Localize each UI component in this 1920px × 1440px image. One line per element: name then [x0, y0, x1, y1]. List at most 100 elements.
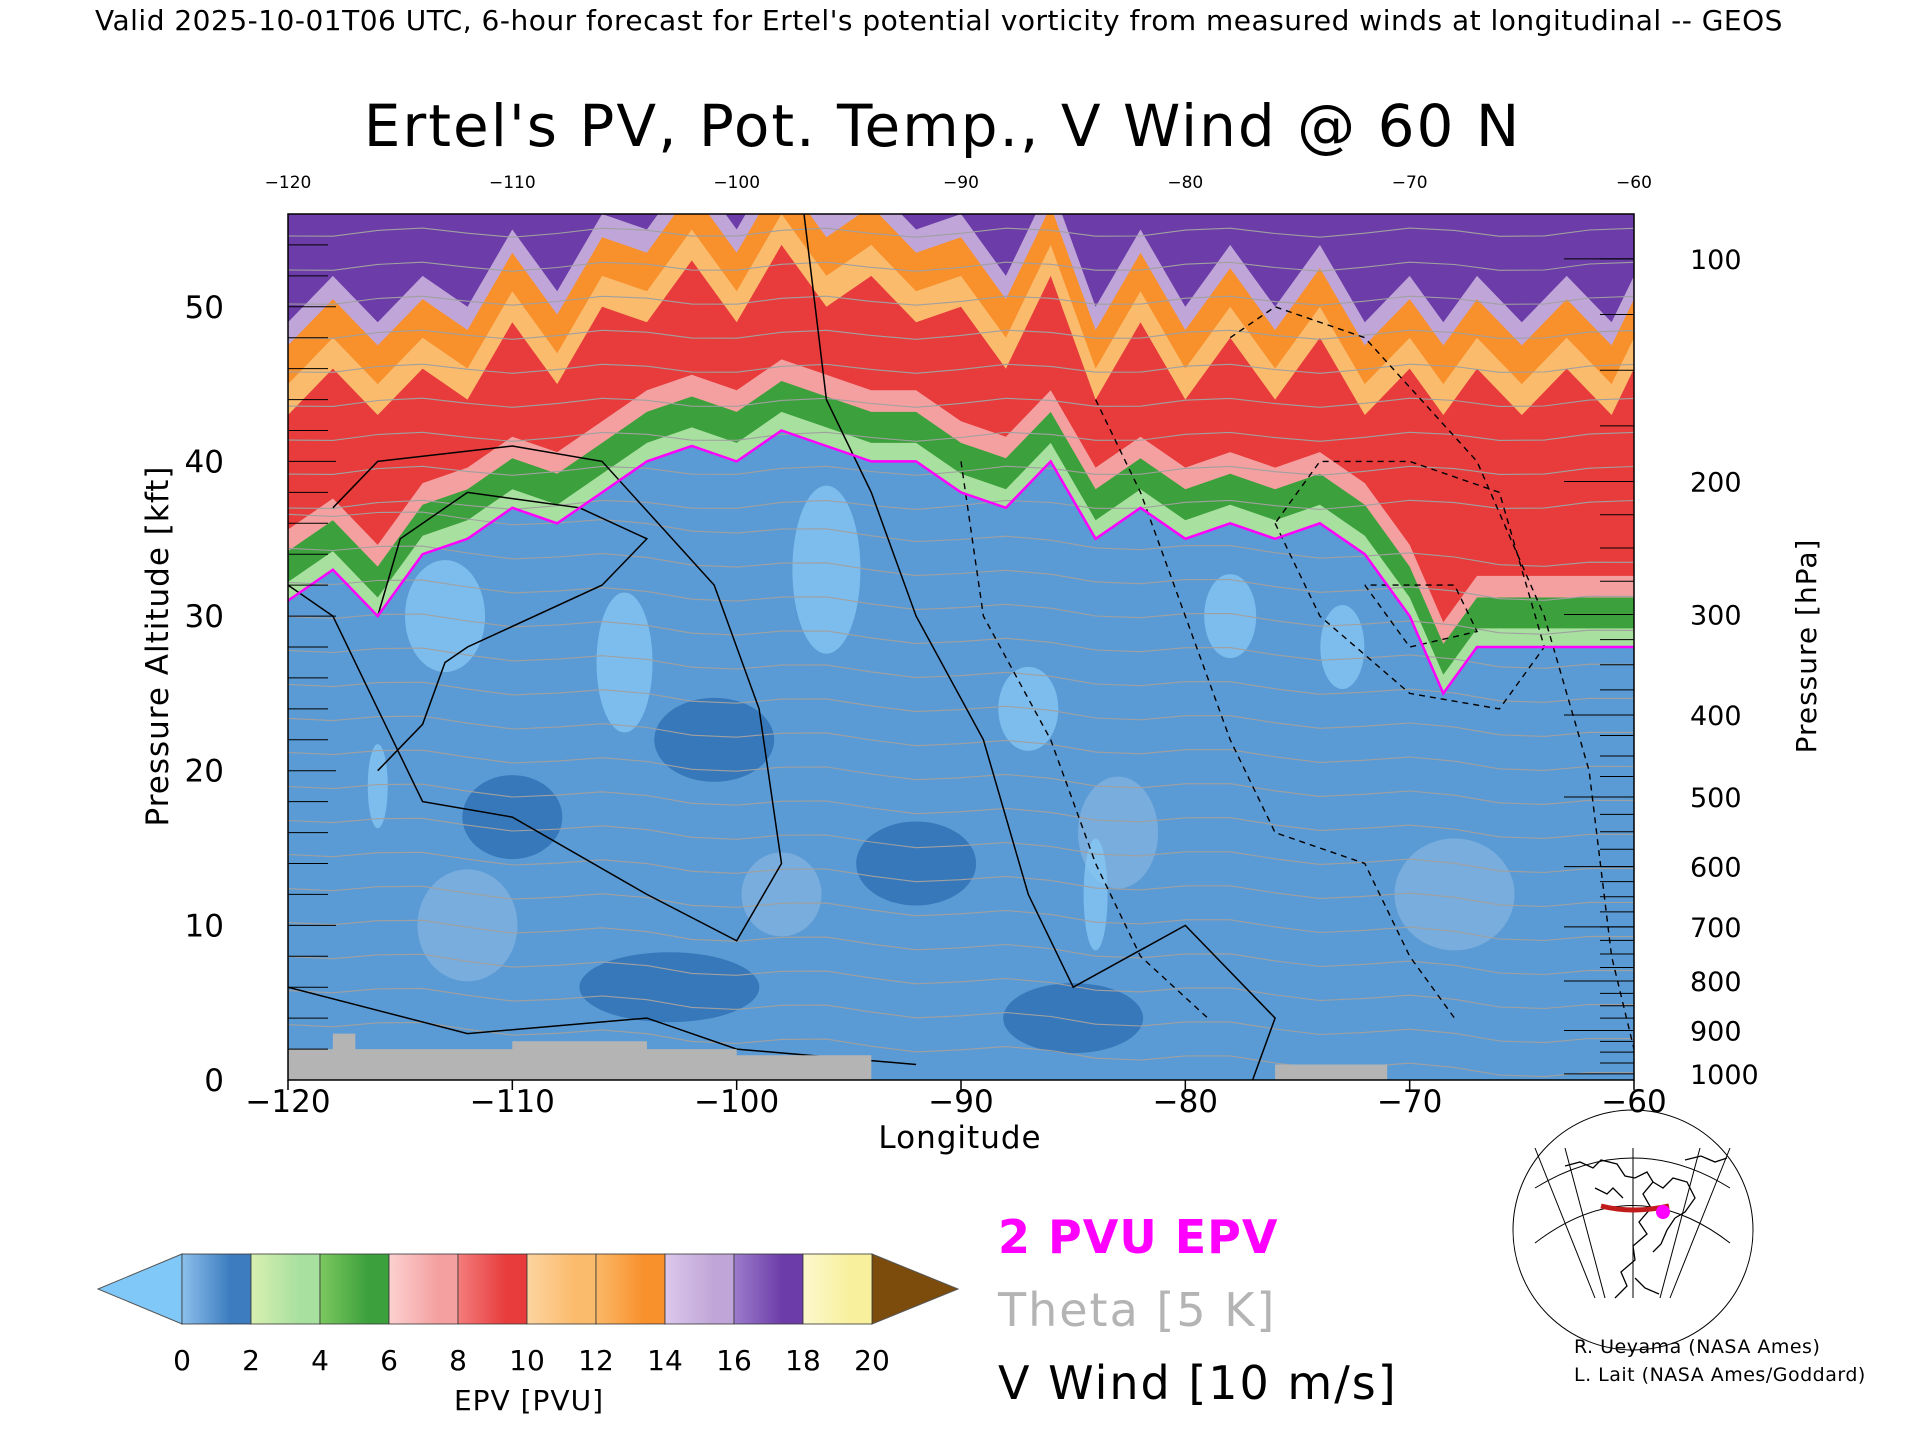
- pv-blotch: [1003, 983, 1144, 1054]
- pv-blotch: [741, 852, 822, 937]
- colorbar-tick-label: 16: [716, 1344, 752, 1377]
- colorbar-tick-label: 14: [647, 1344, 683, 1377]
- y2-tick-label: 500: [1690, 783, 1742, 814]
- pv-blotch: [417, 869, 518, 982]
- y-tick-label: 20: [185, 754, 224, 790]
- x-axis-label: Longitude: [878, 1120, 1041, 1156]
- colorbar-tick-label: 10: [509, 1344, 545, 1377]
- vwind-negative-line: [1364, 584, 1479, 648]
- terrain-east: [1275, 1064, 1388, 1080]
- pv-band-7: [288, 214, 1634, 323]
- pv-blotch: [579, 952, 760, 1023]
- colorbar-segment: [802, 1253, 873, 1325]
- colorbar-segment: [181, 1253, 252, 1325]
- pv-blotch: [998, 666, 1059, 751]
- theta-line: [288, 987, 1634, 1044]
- x-top-tick-label: −100: [713, 173, 760, 193]
- theta-line: [288, 261, 1634, 272]
- y-tick-label: 10: [185, 908, 224, 944]
- colorbar-segment: [526, 1253, 597, 1325]
- x-top-tick-label: −80: [1167, 173, 1203, 193]
- pv-2pvu-contour: [288, 429, 1634, 696]
- y2-tick-label: 400: [1690, 701, 1742, 732]
- x-tick-label: −70: [1377, 1084, 1442, 1120]
- theta-line: [288, 817, 1634, 874]
- legend-wind: V Wind [10 m/s]: [998, 1356, 1398, 1410]
- theta-line: [288, 885, 1634, 942]
- vwind-positive-line: [288, 445, 783, 942]
- colorbar: 0 2 4 6 8 10 12 14 16 18 20: [96, 1253, 960, 1377]
- inset-map: [1512, 1109, 1754, 1351]
- x-top-tick-label: −110: [489, 173, 536, 193]
- theta-line: [288, 783, 1634, 839]
- colorbar-over-arrow: [871, 1253, 960, 1325]
- colorbar-label: EPV [PVU]: [454, 1384, 604, 1417]
- vwind-positive-line: [803, 214, 1276, 1080]
- pv-blotch: [1394, 838, 1515, 951]
- y2-tick-label: 300: [1690, 601, 1742, 632]
- theta-line: [288, 919, 1634, 976]
- colorbar-segment: [388, 1253, 459, 1325]
- legend-epv: 2 PVU EPV: [998, 1210, 1279, 1264]
- colorbar-segment: [319, 1253, 390, 1325]
- pv-blotch: [596, 592, 653, 733]
- headline: Valid 2025-10-01T06 UTC, 6-hour forecast…: [95, 4, 1783, 37]
- chart-title: Ertel's PV, Pot. Temp., V Wind @ 60 N: [363, 92, 1522, 160]
- pv-blotch: [1204, 574, 1257, 659]
- colorbar-tick-label: 8: [449, 1344, 467, 1377]
- colorbar-segment: [664, 1253, 735, 1325]
- theta-line: [288, 749, 1634, 805]
- terrain-west: [288, 1033, 872, 1080]
- colorbar-tick-label: 18: [785, 1344, 821, 1377]
- x-tick-label: −120: [245, 1084, 330, 1120]
- credit-line-2: L. Lait (NASA Ames/Goddard): [1574, 1364, 1866, 1386]
- colorbar-tick-label: 4: [311, 1344, 329, 1377]
- theta-line: [288, 329, 1634, 340]
- credit-line-1: R. Ueyama (NASA Ames): [1574, 1336, 1821, 1358]
- y-axis-label: Pressure Altitude [kft]: [140, 466, 176, 827]
- terrain: [288, 1033, 1388, 1080]
- vwind-positive-line: [376, 491, 649, 772]
- theta-line: [288, 431, 1634, 442]
- colorbar-segment: [250, 1253, 321, 1325]
- legend-theta: Theta [5 K]: [998, 1283, 1277, 1337]
- axes: −120 −110 −100 −90 −80 −70 −60 −120 −110 −100 −90 −…: [185, 173, 1759, 1120]
- theta-line: [288, 511, 1634, 567]
- colorbar-tick-label: 6: [380, 1344, 398, 1377]
- theta-line: [288, 295, 1634, 306]
- theta-line: [288, 465, 1634, 476]
- theta-line: [288, 681, 1634, 737]
- theta-line: [288, 851, 1634, 908]
- y-tick-label: 40: [185, 444, 224, 480]
- y2-tick-label: 700: [1690, 913, 1742, 944]
- theta-line: [288, 715, 1634, 771]
- theta-line: [288, 499, 1634, 510]
- pv-field: [288, 214, 1634, 1080]
- x-tick-label: −60: [1601, 1084, 1666, 1120]
- theta-line: [288, 397, 1634, 408]
- theta-line: [288, 579, 1634, 635]
- y2-tick-label: 1000: [1690, 1060, 1759, 1091]
- x-tick-label: −100: [694, 1084, 779, 1120]
- colorbar-tick-label: 0: [173, 1344, 191, 1377]
- colorbar-segment: [733, 1253, 804, 1325]
- x-tick-label: −80: [1153, 1084, 1218, 1120]
- y2-tick-label: 200: [1690, 468, 1742, 499]
- x-top-tick-label: −90: [943, 173, 979, 193]
- x-top-tick-label: −120: [265, 173, 312, 193]
- y2-tick-label: 800: [1690, 967, 1742, 998]
- colorbar-tick-label: 2: [242, 1344, 260, 1377]
- colorbar-segment: [595, 1253, 666, 1325]
- theta-line: [288, 545, 1634, 601]
- pv-blotch: [405, 560, 486, 673]
- x-tick-label: −90: [928, 1084, 993, 1120]
- vwind-positive-line: [288, 986, 917, 1066]
- x-top-tick-label: −70: [1392, 173, 1428, 193]
- coastlines: [1564, 1155, 1728, 1299]
- theta-line: [288, 953, 1634, 1010]
- y2-axis-label: Pressure [hPa]: [1790, 539, 1823, 754]
- pv-blotch: [367, 744, 388, 829]
- pv-blotch: [856, 821, 977, 906]
- pv-blotch: [654, 697, 775, 782]
